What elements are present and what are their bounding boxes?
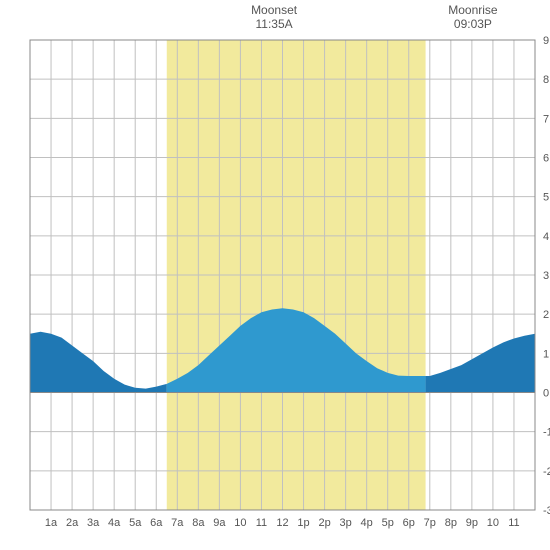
y-tick-label: -1 <box>543 427 550 439</box>
y-tick-label: 5 <box>543 192 549 204</box>
x-tick-label: 12 <box>276 517 288 529</box>
x-tick-label: 1p <box>297 517 309 529</box>
x-tick-label: 9a <box>213 517 226 529</box>
x-tick-label: 5p <box>382 517 394 529</box>
x-tick-label: 3p <box>340 517 352 529</box>
moonset-time: 11:35A <box>256 17 293 31</box>
y-tick-label: 8 <box>543 74 549 86</box>
y-tick-label: 7 <box>543 113 549 125</box>
x-tick-label: 11 <box>256 517 267 529</box>
y-tick-label: 1 <box>543 348 549 360</box>
y-tick-label: 2 <box>543 309 549 321</box>
y-tick-label: 9 <box>543 35 549 47</box>
moonrise-time: 09:03P <box>454 17 492 31</box>
x-tick-label: 3a <box>87 517 100 529</box>
y-tick-label: -2 <box>543 466 550 478</box>
x-tick-label: 10 <box>487 517 499 529</box>
x-tick-label: 8p <box>445 517 457 529</box>
x-tick-label: 4p <box>361 517 373 529</box>
chart-svg: 1a2a3a4a5a6a7a8a9a1011121p2p3p4p5p6p7p8p… <box>0 0 550 550</box>
x-tick-label: 9p <box>466 517 478 529</box>
x-tick-label: 5a <box>129 517 142 529</box>
x-tick-label: 6p <box>403 517 415 529</box>
x-tick-label: 6a <box>150 517 163 529</box>
x-tick-label: 7a <box>171 517 184 529</box>
x-tick-label: 1a <box>45 517 58 529</box>
x-tick-label: 2p <box>318 517 330 529</box>
x-tick-label: 10 <box>234 517 246 529</box>
y-tick-label: 3 <box>543 270 549 282</box>
tide-chart: 1a2a3a4a5a6a7a8a9a1011121p2p3p4p5p6p7p8p… <box>0 0 550 550</box>
x-tick-label: 4a <box>108 517 121 529</box>
moonrise-label: Moonrise <box>448 3 498 17</box>
y-tick-label: -3 <box>543 505 550 517</box>
y-tick-label: 0 <box>543 388 549 400</box>
x-tick-label: 7p <box>424 517 436 529</box>
x-tick-label: 2a <box>66 517 79 529</box>
y-tick-label: 4 <box>543 231 549 243</box>
y-tick-label: 6 <box>543 153 549 165</box>
moonset-label: Moonset <box>251 3 298 17</box>
x-tick-label: 11 <box>508 517 519 529</box>
x-tick-label: 8a <box>192 517 205 529</box>
